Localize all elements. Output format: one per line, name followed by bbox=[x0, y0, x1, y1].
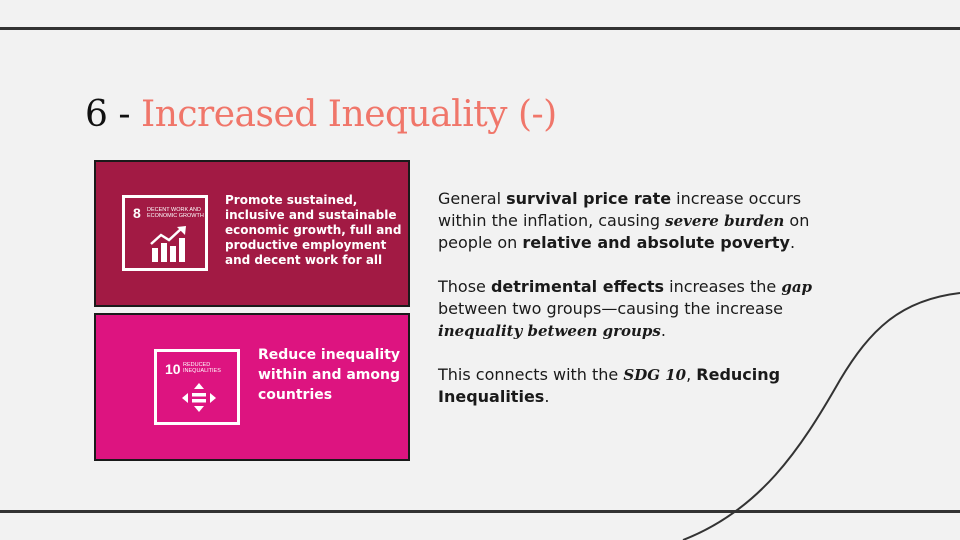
equality-arrows-icon bbox=[182, 383, 216, 412]
sdg8-icon-number: 8 bbox=[133, 205, 141, 221]
p3-italic-1: SDG 10 bbox=[623, 366, 687, 384]
sdg10-icon-label: REDUCED INEQUALITIES bbox=[183, 362, 221, 374]
sdg8-icon-box: 8 DECENT WORK AND ECONOMIC GROWTH bbox=[122, 195, 208, 271]
sdg10-icon-box: 10 REDUCED INEQUALITIES bbox=[154, 349, 240, 425]
p2-italic-2: inequality between groups bbox=[438, 322, 661, 340]
p2-bold-1: detrimental effects bbox=[490, 277, 665, 296]
bottom-divider-line bbox=[0, 510, 960, 513]
paragraph-1: General survival price rate increase occ… bbox=[438, 188, 828, 254]
title-text: Increased Inequality (-) bbox=[140, 94, 557, 135]
paragraph-2: Those detrimental effects increases the … bbox=[438, 276, 828, 342]
sdg8-description: Promote sustained, inclusive and sustain… bbox=[225, 193, 402, 267]
p1-text-1: General bbox=[438, 189, 507, 208]
p2-text-3: between two groups—causing the increase bbox=[438, 299, 783, 318]
title-separator: - bbox=[107, 94, 141, 135]
p2-text-1: Those bbox=[438, 277, 491, 296]
p1-bold-1: survival price rate bbox=[506, 189, 672, 208]
p3-bold-1: Reducing Inequalities bbox=[438, 365, 781, 406]
p1-text-2: increase occurs within the inflation, ca… bbox=[438, 189, 802, 230]
p2-text-4: . bbox=[660, 321, 666, 340]
p2-text-2: increases the bbox=[664, 277, 782, 296]
sdg8-card: 8 DECENT WORK AND ECONOMIC GROWTH Promot… bbox=[94, 160, 410, 307]
p3-text-3: . bbox=[544, 387, 550, 406]
p1-text-4: . bbox=[789, 233, 796, 252]
sdg10-card: 10 REDUCED INEQUALITIES Reduce inequalit… bbox=[94, 313, 410, 461]
sdg8-icon-label: DECENT WORK AND ECONOMIC GROWTH bbox=[147, 207, 204, 219]
rising-bar-chart-icon bbox=[150, 226, 186, 262]
p3-text-1: This connects with the bbox=[438, 365, 624, 384]
top-divider-line bbox=[0, 27, 960, 30]
p1-bold-2: relative and absolute poverty bbox=[522, 233, 790, 252]
paragraph-3: This connects with the SDG 10, Reducing … bbox=[438, 364, 828, 408]
sdg10-description: Reduce inequality within and among count… bbox=[258, 347, 401, 403]
p1-text-3: on people on bbox=[438, 211, 810, 252]
sdg10-icon-number: 10 bbox=[165, 361, 181, 377]
p2-italic-1: gap bbox=[781, 278, 813, 296]
p1-italic-1: severe burden bbox=[665, 212, 785, 230]
body-text: General survival price rate increase occ… bbox=[438, 188, 828, 430]
p3-text-2: , bbox=[686, 365, 697, 384]
slide-title: 6 - Increased Inequality (-) bbox=[85, 92, 557, 138]
title-number: 6 bbox=[85, 94, 108, 135]
